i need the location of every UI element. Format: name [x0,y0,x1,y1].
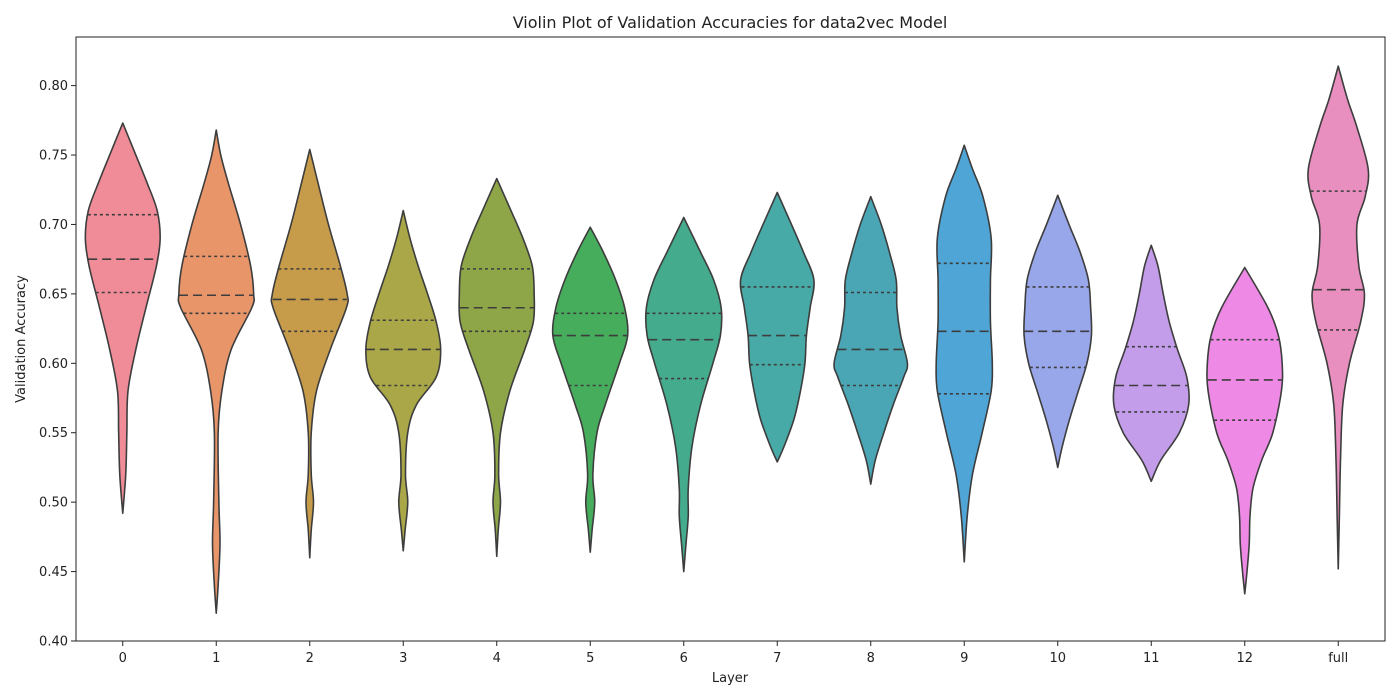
violins-group [84,65,1370,615]
plot-frame [75,36,1386,642]
y-tick-label: 0.65 [39,287,68,302]
violin-body [1206,266,1284,595]
x-tick-label: 5 [586,651,594,666]
violin-12 [1206,266,1284,595]
y-tick-label: 0.50 [39,496,68,511]
y-tick-label: 0.45 [39,565,68,580]
y-tick-label: 0.60 [39,357,68,372]
violin-body [935,144,994,563]
x-axis: 0 1 2 3 4 5 6 7 8 9 10 11 12 full [119,641,1348,666]
violin-body [177,129,255,615]
violin-body [458,177,536,558]
x-tick-label: 8 [867,651,875,666]
violin-6 [644,216,723,573]
violin-9 [935,144,994,563]
y-tick-label: 0.70 [39,218,68,233]
y-tick-label: 0.80 [39,79,68,94]
violin-11 [1112,244,1190,483]
violin-2 [270,148,350,559]
violin-body [365,209,442,552]
violin-7 [739,191,815,463]
violin-1 [177,129,255,615]
violin-body [739,191,815,463]
y-tick-label: 0.55 [39,426,68,441]
y-axis: 0.40 0.45 0.50 0.55 0.60 0.65 0.70 0.75 0.80 [39,79,76,650]
violin-3 [365,209,442,552]
x-tick-label: 3 [399,651,407,666]
x-axis-title: Layer [712,671,749,686]
violin-10 [1023,194,1093,469]
x-tick-label: 10 [1049,651,1066,666]
violin-0 [84,122,161,515]
violin-body [270,148,350,559]
x-tick-label: 2 [306,651,314,666]
violin-5 [551,226,629,553]
x-tick-label: 11 [1143,651,1160,666]
x-tick-label: 9 [960,651,968,666]
violin-body [644,216,723,573]
y-tick-label: 0.40 [39,635,68,650]
violin-body [1112,244,1190,483]
x-tick-label: 12 [1236,651,1253,666]
x-tick-label: 7 [773,651,781,666]
x-tick-label: 0 [119,651,127,666]
violin-full [1307,65,1370,570]
y-tick-label: 0.75 [39,149,68,164]
x-tick-label: full [1328,651,1348,666]
violin-body [833,195,909,485]
violin-body [551,226,629,553]
violin-4 [458,177,536,558]
chart-title: Violin Plot of Validation Accuracies for… [513,13,948,32]
x-tick-label: 6 [680,651,688,666]
x-tick-label: 4 [493,651,501,666]
violin-8 [833,195,909,485]
violin-body [1307,65,1370,570]
x-tick-label: 1 [212,651,220,666]
y-axis-title: Validation Accuracy [14,275,29,403]
violin-body [84,122,161,515]
